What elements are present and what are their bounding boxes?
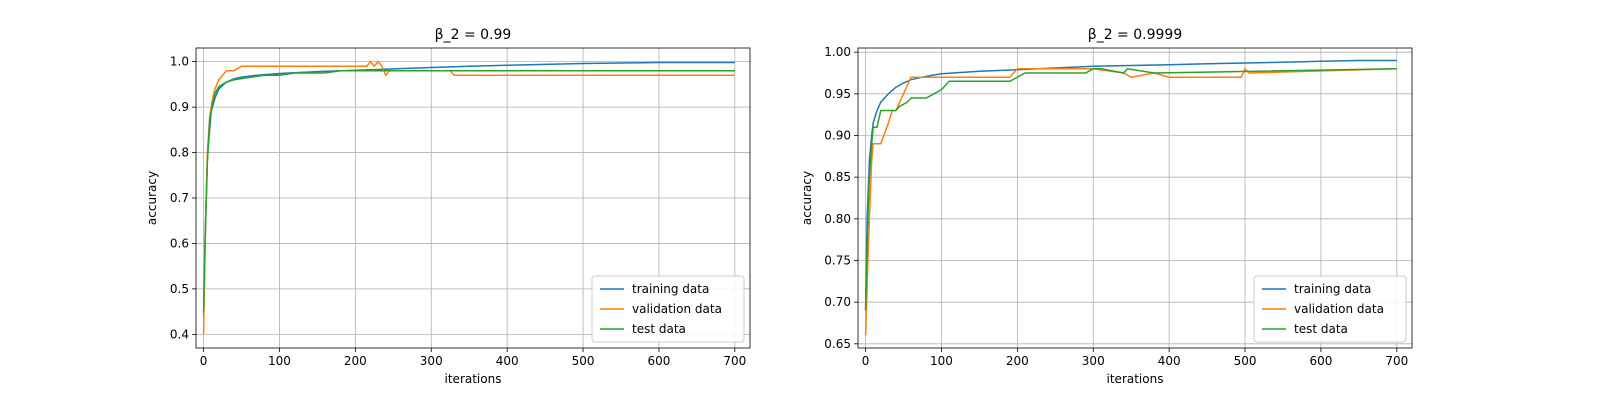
chart1-x-tick-label: 200 xyxy=(344,354,367,368)
chart2-series-line-2 xyxy=(864,67,1397,336)
chart2-axes-frame xyxy=(857,47,1413,349)
chart2-x-tick-label: 100 xyxy=(930,354,953,368)
chart2-y-tick-label: 0.65 xyxy=(824,337,851,351)
chart1-x-tick-label: 100 xyxy=(268,354,291,368)
chart2-legend-box xyxy=(1253,275,1407,343)
chart1-series-line-3 xyxy=(202,69,735,312)
chart2-x-tick-label: 0 xyxy=(862,354,870,368)
chart2-legend-label-1: training data xyxy=(1294,282,1371,296)
chart2-x-tick-label: 200 xyxy=(1006,354,1029,368)
chart1-y-tick-label: 0.4 xyxy=(170,327,189,341)
chart1-y-tick-label: 0.6 xyxy=(170,236,189,250)
chart2-y-tick-label: 0.90 xyxy=(824,129,851,143)
chart2-x-tick-label: 700 xyxy=(1385,354,1408,368)
chart2-y-axis-label: accuracy xyxy=(800,171,814,225)
chart1-legend: training data validation data test data xyxy=(591,275,745,343)
chart1-legend-label-1: training data xyxy=(632,282,709,296)
chart1-x-tick-label: 700 xyxy=(723,354,746,368)
chart1-x-tick-label: 300 xyxy=(420,354,443,368)
chart2-y-tick-label: 1.00 xyxy=(824,45,851,59)
chart1-y-tick-label: 0.5 xyxy=(170,282,189,296)
chart1-x-tick-label: 0 xyxy=(200,354,208,368)
chart1-legend-label-2: validation data xyxy=(632,302,722,316)
chart1-y-tick-label: 0.9 xyxy=(170,100,189,114)
chart1-title: β_2 = 0.99 xyxy=(435,27,512,43)
chart1-y-tick-label: 1.0 xyxy=(170,55,189,69)
chart-2: 0 100 200 300 400 500 600 700 0.65 0.70 0.75 0.80 0.… xyxy=(800,27,1413,386)
chart1-series-line-1 xyxy=(202,61,735,317)
chart1-x-axis-label: iterations xyxy=(445,372,502,386)
chart1-legend-box xyxy=(591,275,745,343)
chart2-x-tick-label: 600 xyxy=(1309,354,1332,368)
chart2-x-tick-label: 500 xyxy=(1234,354,1257,368)
chart1-legend-label-3: test data xyxy=(632,322,686,336)
chart2-series-line-1 xyxy=(864,59,1397,311)
chart1-y-tick-label: 0.7 xyxy=(170,191,189,205)
chart1-y-tick-label: 0.8 xyxy=(170,146,189,160)
chart2-x-tick-label: 300 xyxy=(1082,354,1105,368)
chart2-x-tick-label: 400 xyxy=(1158,354,1181,368)
chart2-y-tick-label: 0.95 xyxy=(824,87,851,101)
chart2-y-tick-label: 0.85 xyxy=(824,170,851,184)
chart2-legend: training data validation data test data xyxy=(1253,275,1407,343)
chart1-y-axis-label: accuracy xyxy=(145,171,159,225)
chart2-x-axis-label: iterations xyxy=(1107,372,1164,386)
chart1-x-tick-label: 500 xyxy=(572,354,595,368)
chart2-series-line-3 xyxy=(864,67,1397,311)
chart-1: 0 100 200 300 400 500 600 700 0.4 0.5 0.6 0.7 0.8 0.9… xyxy=(145,27,751,386)
chart1-x-tick-label: 400 xyxy=(496,354,519,368)
chart2-y-tick-label: 0.80 xyxy=(824,212,851,226)
chart2-legend-label-3: test data xyxy=(1294,322,1348,336)
chart2-legend-label-2: validation data xyxy=(1294,302,1384,316)
chart2-y-tick-label: 0.70 xyxy=(824,295,851,309)
chart1-x-tick-label: 600 xyxy=(647,354,670,368)
chart2-title: β_2 = 0.9999 xyxy=(1088,27,1182,43)
chart2-y-tick-label: 0.75 xyxy=(824,254,851,268)
